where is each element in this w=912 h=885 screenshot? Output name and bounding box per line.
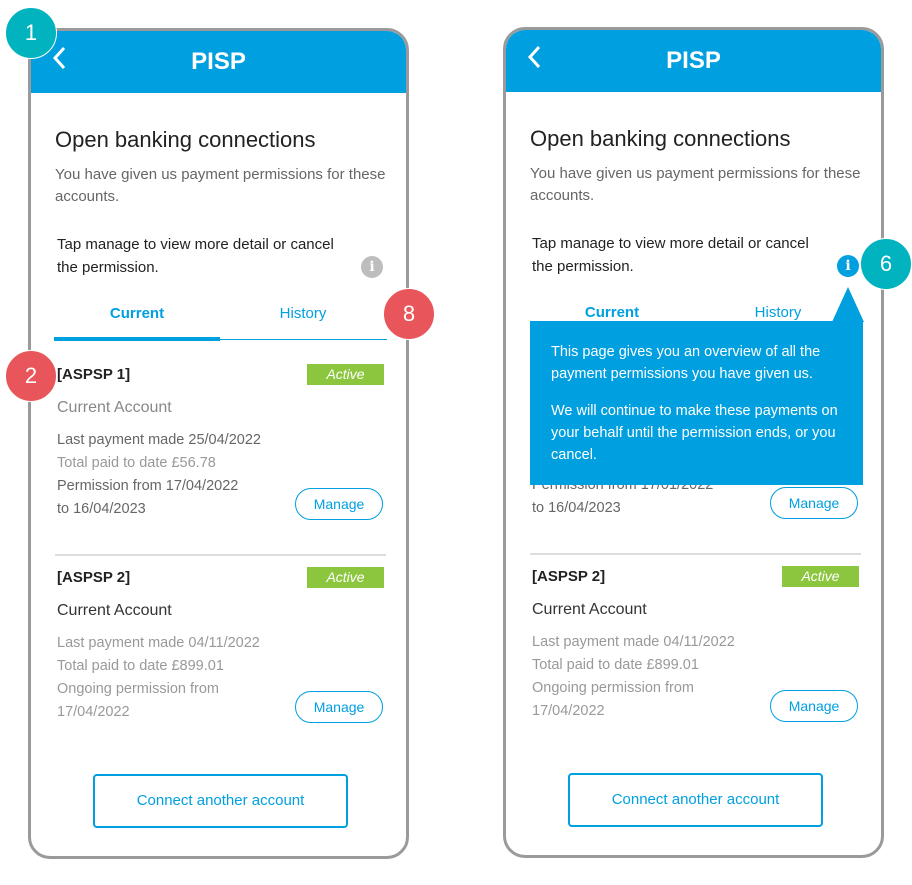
account-type: Current Account: [57, 602, 172, 619]
tab-selected-indicator: [54, 337, 220, 341]
tab-history[interactable]: History: [754, 304, 802, 321]
tab-current[interactable]: Current: [109, 305, 165, 322]
manage-button[interactable]: Manage: [770, 690, 858, 722]
app-header: PISP: [506, 30, 881, 92]
detail-line: Ongoing permission from: [57, 681, 219, 697]
chevron-left-icon[interactable]: [526, 44, 548, 74]
connect-another-account-button[interactable]: Connect another account: [93, 774, 348, 828]
info-icon[interactable]: i: [361, 256, 383, 278]
detail-line: Permission from 17/04/2022: [57, 478, 239, 494]
header-title: PISP: [191, 48, 246, 75]
detail-line: Total paid to date £56.78: [57, 455, 216, 471]
detail-line: Last payment made 04/11/2022: [57, 635, 260, 651]
annotation-marker: 2: [5, 350, 57, 402]
detail-line: Last payment made 25/04/2022: [57, 432, 261, 448]
tooltip-text: We will continue to make these payments …: [551, 403, 838, 463]
account-type: Current Account: [57, 399, 172, 416]
header-title: PISP: [666, 47, 721, 74]
manage-button[interactable]: Manage: [295, 488, 383, 520]
provider-name: [ASPSP 1]: [57, 366, 131, 383]
subtitle: You have given us payment permissions fo…: [530, 165, 861, 182]
phone-screen-current: PISP Open banking connections You have g…: [28, 28, 409, 859]
account-type: Current Account: [532, 601, 647, 618]
app-header: PISP: [31, 31, 406, 93]
status-badge: Active: [782, 566, 859, 587]
detail-line: 17/04/2022: [532, 703, 605, 719]
page-title: Open banking connections: [530, 126, 791, 151]
status-badge: Active: [307, 567, 384, 588]
provider-name: [ASPSP 2]: [57, 569, 131, 586]
annotation-marker: 1: [5, 7, 57, 59]
tab-history[interactable]: History: [279, 305, 327, 322]
detail-line: Ongoing permission from: [532, 680, 694, 696]
tab-divider: [54, 339, 387, 340]
manage-button[interactable]: Manage: [295, 691, 383, 723]
instruction: the permission.: [532, 258, 634, 275]
tab-current[interactable]: Current: [584, 304, 640, 321]
detail-line: Total paid to date £899.01: [532, 657, 699, 673]
detail-line: to 16/04/2023: [57, 501, 146, 517]
subtitle: You have given us payment permissions fo…: [55, 166, 386, 183]
provider-name: [ASPSP 2]: [532, 568, 606, 585]
manage-button[interactable]: Manage: [770, 487, 858, 519]
tooltip-arrow: [832, 287, 864, 322]
info-tooltip: This page gives you an overview of all t…: [530, 321, 863, 485]
info-icon[interactable]: i: [837, 255, 859, 277]
divider: [55, 554, 386, 556]
instruction: the permission.: [57, 259, 159, 276]
detail-line: Total paid to date £899.01: [57, 658, 224, 674]
phone-screen-tooltip: PISP Open banking connections You have g…: [503, 27, 884, 858]
subtitle: accounts.: [55, 188, 120, 205]
connect-another-account-button[interactable]: Connect another account: [568, 773, 823, 827]
instruction: Tap manage to view more detail or cancel: [532, 235, 809, 252]
detail-line: to 16/04/2023: [532, 500, 621, 516]
divider: [530, 553, 861, 555]
instruction: Tap manage to view more detail or cancel: [57, 236, 334, 253]
detail-line: 17/04/2022: [57, 704, 130, 720]
detail-line: Last payment made 04/11/2022: [532, 634, 735, 650]
status-badge: Active: [307, 364, 384, 385]
annotation-marker: 8: [383, 288, 435, 340]
tooltip-text: This page gives you an overview of all t…: [551, 344, 821, 382]
subtitle: accounts.: [530, 187, 595, 204]
page-title: Open banking connections: [55, 127, 316, 152]
annotation-marker: 6: [860, 238, 912, 290]
chevron-left-icon[interactable]: [51, 45, 73, 75]
